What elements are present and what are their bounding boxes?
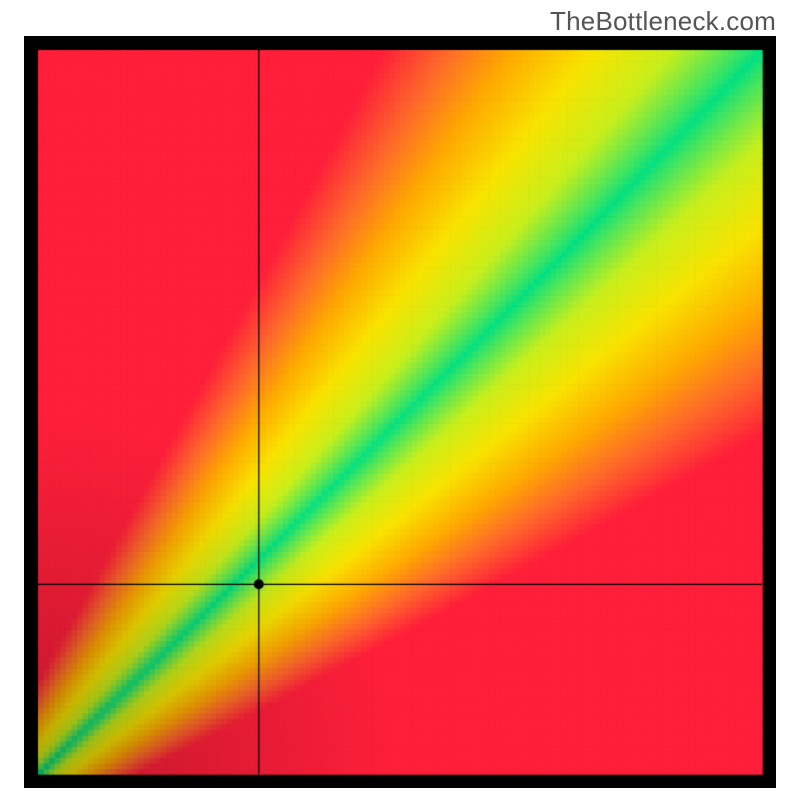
heatmap-canvas: [24, 36, 776, 788]
watermark-text: TheBottleneck.com: [550, 6, 776, 37]
plot-area: [24, 36, 776, 788]
chart-container: TheBottleneck.com: [0, 0, 800, 800]
